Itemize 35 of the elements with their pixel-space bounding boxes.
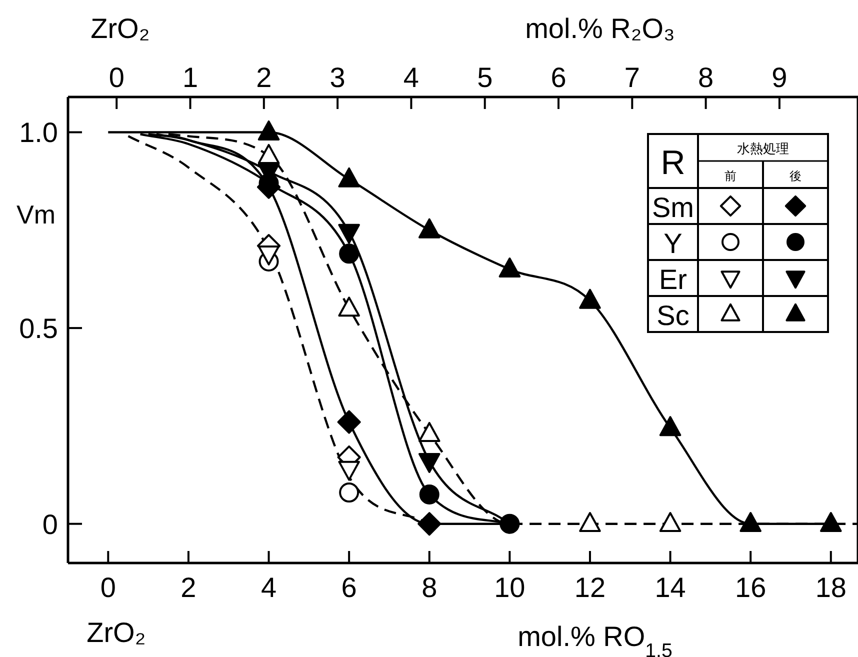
legend-label: Er — [659, 264, 687, 295]
legend-label: Sm — [652, 192, 694, 223]
x2tick: 1 — [182, 62, 198, 93]
x2tick: 5 — [477, 62, 493, 93]
x2tick: 0 — [108, 62, 124, 93]
xtick: 18 — [815, 572, 846, 603]
xtick: 4 — [260, 572, 277, 603]
x2tick: 6 — [550, 62, 566, 93]
xlabel: mol.% RO$_{1.5}$ — [518, 621, 672, 657]
xtick: 14 — [654, 572, 686, 603]
xtick: 2 — [180, 572, 196, 603]
ytick: 0.5 — [19, 313, 58, 344]
x2tick: 4 — [403, 62, 419, 93]
xtick: 10 — [494, 572, 526, 603]
x2label: mol.% R₂O₃ — [525, 13, 675, 44]
ylabel: Vm — [16, 199, 56, 230]
legend-label: Y — [664, 228, 682, 259]
annotation: ZrO₂ — [90, 13, 150, 44]
x2tick: 2 — [256, 62, 272, 93]
annotation: 前 — [724, 169, 736, 183]
xtick: 0 — [100, 572, 116, 603]
x2tick: 7 — [624, 62, 640, 93]
annotation: ZrO₂ — [86, 617, 146, 648]
x2tick: 8 — [698, 62, 714, 93]
legend-label: Sc — [656, 300, 690, 331]
ytick: 1.0 — [19, 117, 58, 148]
x2tick: 3 — [330, 62, 346, 93]
xtick: 16 — [735, 572, 766, 603]
xtick: 12 — [574, 572, 606, 603]
xtick: 6 — [341, 572, 357, 603]
ytick: 0 — [42, 508, 58, 540]
annotation: R — [660, 144, 686, 182]
x2tick: 9 — [772, 62, 788, 93]
xtick: 8 — [422, 572, 438, 603]
annotation: 後 — [790, 169, 802, 183]
